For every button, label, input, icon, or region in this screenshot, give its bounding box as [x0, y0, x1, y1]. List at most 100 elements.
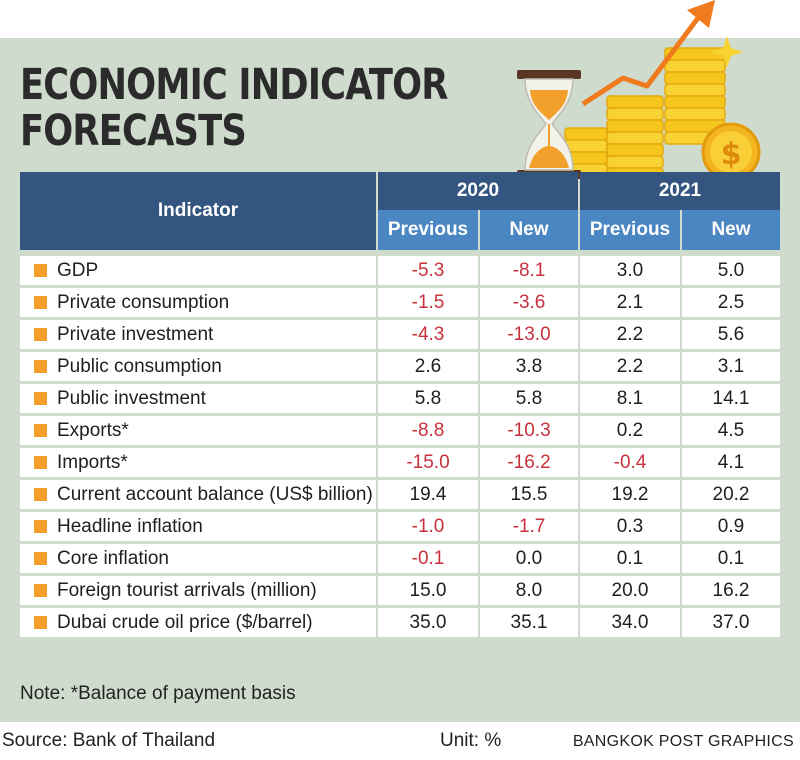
- value-cell: 5.8: [480, 384, 578, 416]
- value-cell: 4.1: [682, 448, 780, 480]
- value-cell: 5.0: [682, 256, 780, 288]
- value-cell: 2.2: [580, 352, 680, 384]
- footnote: Note: *Balance of payment basis: [20, 683, 296, 704]
- value-cell: 0.0: [480, 544, 578, 576]
- value-cell: -1.5: [378, 288, 478, 320]
- table-row: Foreign tourist arrivals (million) 15.0 8.…: [20, 576, 780, 608]
- value-cell: -16.2: [480, 448, 578, 480]
- value-cell: 5.8: [378, 384, 478, 416]
- indicator-label: Private investment: [57, 323, 214, 345]
- indicator-label: Headline inflation: [57, 515, 203, 537]
- value-cell: 0.9: [682, 512, 780, 544]
- value-cell: 37.0: [682, 608, 780, 640]
- table-row: Private investment -4.3 -13.0 2.2 5.6: [20, 320, 780, 352]
- indicator-cell: Headline inflation: [20, 512, 376, 544]
- value-cell: -1.7: [480, 512, 578, 544]
- value-cell: -8.1: [480, 256, 578, 288]
- hourglass-icon: [517, 70, 581, 179]
- indicator-label: Imports*: [57, 451, 128, 473]
- indicator-label: Core inflation: [57, 547, 169, 569]
- header-2020-new: New: [480, 210, 578, 250]
- table-row: Headline inflation -1.0 -1.7 0.3 0.9: [20, 512, 780, 544]
- header-year-2021: 2021: [580, 172, 780, 210]
- graphics-credit: BANGKOK POST GRAPHICS: [572, 733, 794, 750]
- indicator-label: Private consumption: [57, 291, 230, 313]
- value-cell: -13.0: [480, 320, 578, 352]
- header-2021-new: New: [682, 210, 780, 250]
- value-cell: 0.1: [682, 544, 780, 576]
- value-cell: -0.1: [378, 544, 478, 576]
- indicator-cell: Exports*: [20, 416, 376, 448]
- title-line-1: ECONOMIC INDICATOR: [20, 60, 448, 110]
- value-cell: 35.1: [480, 608, 578, 640]
- value-cell: 15.0: [378, 576, 478, 608]
- table-row: Dubai crude oil price ($/barrel) 35.0 35.1…: [20, 608, 780, 640]
- table-row: Exports* -8.8 -10.3 0.2 4.5: [20, 416, 780, 448]
- value-cell: -5.3: [378, 256, 478, 288]
- value-cell: 2.5: [682, 288, 780, 320]
- value-cell: -8.8: [378, 416, 478, 448]
- sparkle-icon: [711, 36, 743, 68]
- bullet-square-icon: [34, 583, 47, 597]
- title-line-2: FORECASTS: [20, 106, 247, 156]
- bullet-square-icon: [34, 295, 47, 309]
- unit-label: Unit: %: [440, 730, 502, 751]
- indicator-label: Dubai crude oil price ($/barrel): [57, 611, 313, 633]
- header-2020-previous: Previous: [378, 210, 478, 250]
- indicator-table: Indicator 2020 2021 Previous New Previou…: [18, 172, 782, 640]
- indicator-cell: GDP: [20, 256, 376, 288]
- value-cell: 15.5: [480, 480, 578, 512]
- bullet-square-icon: [34, 423, 47, 437]
- value-cell: 4.5: [682, 416, 780, 448]
- value-cell: 2.2: [580, 320, 680, 352]
- value-cell: -15.0: [378, 448, 478, 480]
- trend-arrow-icon: [581, 0, 715, 107]
- bullet-square-icon: [34, 327, 47, 341]
- bullet-square-icon: [34, 519, 47, 533]
- table-row: Public investment 5.8 5.8 8.1 14.1: [20, 384, 780, 416]
- value-cell: 14.1: [682, 384, 780, 416]
- indicator-label: GDP: [57, 259, 99, 281]
- source-label: Source: Bank of Thailand: [2, 730, 216, 751]
- indicator-cell: Imports*: [20, 448, 376, 480]
- bullet-square-icon: [34, 487, 47, 501]
- value-cell: 2.1: [580, 288, 680, 320]
- table-row: Private consumption -1.5 -3.6 2.1 2.5: [20, 288, 780, 320]
- value-cell: 0.1: [580, 544, 680, 576]
- value-cell: -3.6: [480, 288, 578, 320]
- bullet-square-icon: [34, 455, 47, 469]
- table-row: Current account balance (US$ billion) 19.…: [20, 480, 780, 512]
- value-cell: 35.0: [378, 608, 478, 640]
- table-row: GDP -5.3 -8.1 3.0 5.0: [20, 256, 780, 288]
- bullet-square-icon: [34, 263, 47, 277]
- indicator-label: Public investment: [57, 387, 206, 409]
- header-year-2020: 2020: [378, 172, 578, 210]
- value-cell: 5.6: [682, 320, 780, 352]
- value-cell: -4.3: [378, 320, 478, 352]
- value-cell: -0.4: [580, 448, 680, 480]
- svg-text:$: $: [721, 137, 742, 172]
- table-row: Imports* -15.0 -16.2 -0.4 4.1: [20, 448, 780, 480]
- value-cell: 8.1: [580, 384, 680, 416]
- value-cell: -1.0: [378, 512, 478, 544]
- header-indicator: Indicator: [20, 172, 376, 250]
- indicator-cell: Public consumption: [20, 352, 376, 384]
- value-cell: 3.0: [580, 256, 680, 288]
- bullet-square-icon: [34, 391, 47, 405]
- coin-stacks-icon: [564, 47, 726, 181]
- bullet-square-icon: [34, 359, 47, 373]
- value-cell: 20.0: [580, 576, 680, 608]
- value-cell: 19.4: [378, 480, 478, 512]
- indicator-label: Public consumption: [57, 355, 222, 377]
- indicator-label: Foreign tourist arrivals (million): [57, 579, 317, 601]
- value-cell: 19.2: [580, 480, 680, 512]
- value-cell: 0.2: [580, 416, 680, 448]
- table-row: Core inflation -0.1 0.0 0.1 0.1: [20, 544, 780, 576]
- value-cell: 2.6: [378, 352, 478, 384]
- hourglass-coins-illustration: $: [517, 0, 761, 182]
- indicator-cell: Foreign tourist arrivals (million): [20, 576, 376, 608]
- indicator-label: Current account balance (US$ billion): [57, 483, 373, 505]
- indicator-cell: Public investment: [20, 384, 376, 416]
- value-cell: 34.0: [580, 608, 680, 640]
- value-cell: 0.3: [580, 512, 680, 544]
